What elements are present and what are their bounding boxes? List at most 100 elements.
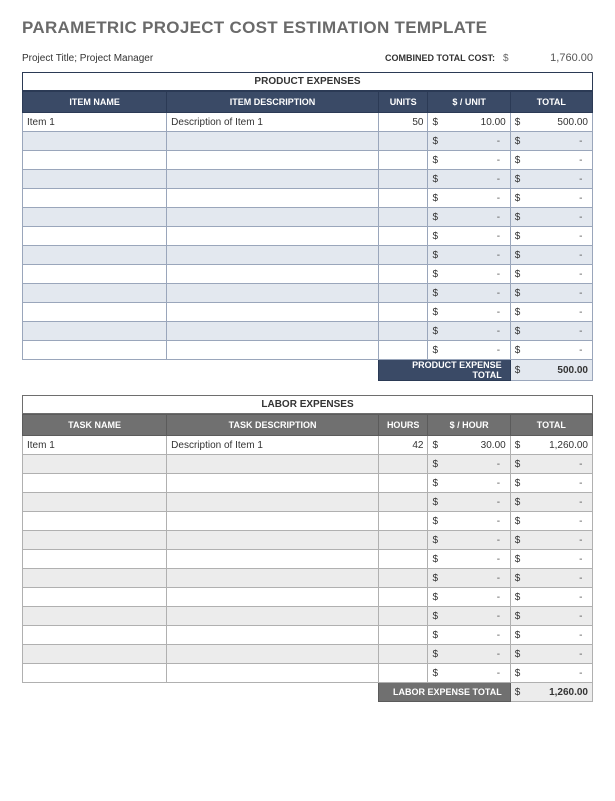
- cell-name[interactable]: [23, 170, 167, 189]
- cell-price-value[interactable]: -: [444, 607, 510, 626]
- cell-units[interactable]: [378, 189, 428, 208]
- cell-desc[interactable]: [167, 284, 379, 303]
- cell-name[interactable]: [23, 132, 167, 151]
- cell-price-value[interactable]: -: [444, 664, 510, 683]
- cell-price-value[interactable]: -: [444, 455, 510, 474]
- cell-units[interactable]: [378, 493, 428, 512]
- cell-price-value[interactable]: -: [444, 246, 510, 265]
- cell-name[interactable]: [23, 284, 167, 303]
- cell-name[interactable]: [23, 341, 167, 360]
- cell-units[interactable]: [378, 607, 428, 626]
- cell-units[interactable]: [378, 265, 428, 284]
- cell-price-value[interactable]: -: [444, 132, 510, 151]
- cell-desc[interactable]: [167, 664, 379, 683]
- cell-desc[interactable]: [167, 246, 379, 265]
- cell-desc[interactable]: [167, 474, 379, 493]
- cell-units[interactable]: [378, 588, 428, 607]
- cell-desc[interactable]: [167, 170, 379, 189]
- cell-desc[interactable]: [167, 569, 379, 588]
- cell-price-value[interactable]: -: [444, 550, 510, 569]
- cell-desc[interactable]: [167, 531, 379, 550]
- cell-price-value[interactable]: -: [444, 588, 510, 607]
- cell-price-value[interactable]: -: [444, 341, 510, 360]
- cell-units[interactable]: [378, 132, 428, 151]
- cell-price-value[interactable]: -: [444, 303, 510, 322]
- cell-name[interactable]: [23, 303, 167, 322]
- cell-units[interactable]: [378, 645, 428, 664]
- cell-price-value[interactable]: -: [444, 493, 510, 512]
- cell-units[interactable]: [378, 227, 428, 246]
- cell-name[interactable]: Item 1: [23, 113, 167, 132]
- cell-name[interactable]: [23, 531, 167, 550]
- cell-name[interactable]: [23, 189, 167, 208]
- cell-name[interactable]: [23, 455, 167, 474]
- cell-units[interactable]: [378, 341, 428, 360]
- cell-desc[interactable]: [167, 550, 379, 569]
- cell-name[interactable]: Item 1: [23, 436, 167, 455]
- cell-name[interactable]: [23, 151, 167, 170]
- cell-desc[interactable]: [167, 303, 379, 322]
- cell-name[interactable]: [23, 645, 167, 664]
- cell-units[interactable]: [378, 455, 428, 474]
- cell-desc[interactable]: Description of Item 1: [167, 436, 379, 455]
- cell-desc[interactable]: [167, 512, 379, 531]
- cell-name[interactable]: [23, 664, 167, 683]
- cell-units[interactable]: [378, 284, 428, 303]
- cell-units[interactable]: 42: [378, 436, 428, 455]
- cell-price-value[interactable]: -: [444, 626, 510, 645]
- cell-price-value[interactable]: -: [444, 474, 510, 493]
- cell-units[interactable]: [378, 303, 428, 322]
- cell-desc[interactable]: [167, 265, 379, 284]
- cell-units[interactable]: [378, 664, 428, 683]
- cell-units[interactable]: [378, 512, 428, 531]
- cell-name[interactable]: [23, 607, 167, 626]
- cell-desc[interactable]: [167, 455, 379, 474]
- cell-price-value[interactable]: 30.00: [444, 436, 510, 455]
- cell-units[interactable]: [378, 170, 428, 189]
- cell-name[interactable]: [23, 208, 167, 227]
- cell-price-value[interactable]: -: [444, 189, 510, 208]
- cell-name[interactable]: [23, 322, 167, 341]
- cell-price-value[interactable]: -: [444, 265, 510, 284]
- cell-desc[interactable]: [167, 132, 379, 151]
- cell-desc[interactable]: [167, 493, 379, 512]
- cell-name[interactable]: [23, 569, 167, 588]
- cell-desc[interactable]: [167, 189, 379, 208]
- cell-price-value[interactable]: -: [444, 569, 510, 588]
- cell-name[interactable]: [23, 512, 167, 531]
- cell-price-value[interactable]: -: [444, 208, 510, 227]
- cell-price-value[interactable]: 10.00: [444, 113, 510, 132]
- cell-units[interactable]: [378, 474, 428, 493]
- cell-desc[interactable]: [167, 208, 379, 227]
- cell-desc[interactable]: [167, 341, 379, 360]
- cell-price-value[interactable]: -: [444, 284, 510, 303]
- cell-name[interactable]: [23, 493, 167, 512]
- cell-desc[interactable]: [167, 227, 379, 246]
- cell-units[interactable]: 50: [378, 113, 428, 132]
- cell-price-value[interactable]: -: [444, 322, 510, 341]
- cell-desc[interactable]: [167, 607, 379, 626]
- cell-price-value[interactable]: -: [444, 170, 510, 189]
- cell-units[interactable]: [378, 246, 428, 265]
- cell-name[interactable]: [23, 588, 167, 607]
- cell-units[interactable]: [378, 322, 428, 341]
- cell-name[interactable]: [23, 550, 167, 569]
- cell-price-value[interactable]: -: [444, 151, 510, 170]
- cell-price-value[interactable]: -: [444, 512, 510, 531]
- cell-desc[interactable]: [167, 626, 379, 645]
- cell-desc[interactable]: [167, 588, 379, 607]
- cell-units[interactable]: [378, 531, 428, 550]
- cell-price-value[interactable]: -: [444, 227, 510, 246]
- cell-units[interactable]: [378, 550, 428, 569]
- cell-desc[interactable]: [167, 645, 379, 664]
- cell-units[interactable]: [378, 208, 428, 227]
- cell-name[interactable]: [23, 265, 167, 284]
- cell-units[interactable]: [378, 626, 428, 645]
- cell-name[interactable]: [23, 626, 167, 645]
- cell-desc[interactable]: Description of Item 1: [167, 113, 379, 132]
- cell-name[interactable]: [23, 474, 167, 493]
- cell-units[interactable]: [378, 569, 428, 588]
- cell-desc[interactable]: [167, 322, 379, 341]
- cell-units[interactable]: [378, 151, 428, 170]
- cell-name[interactable]: [23, 227, 167, 246]
